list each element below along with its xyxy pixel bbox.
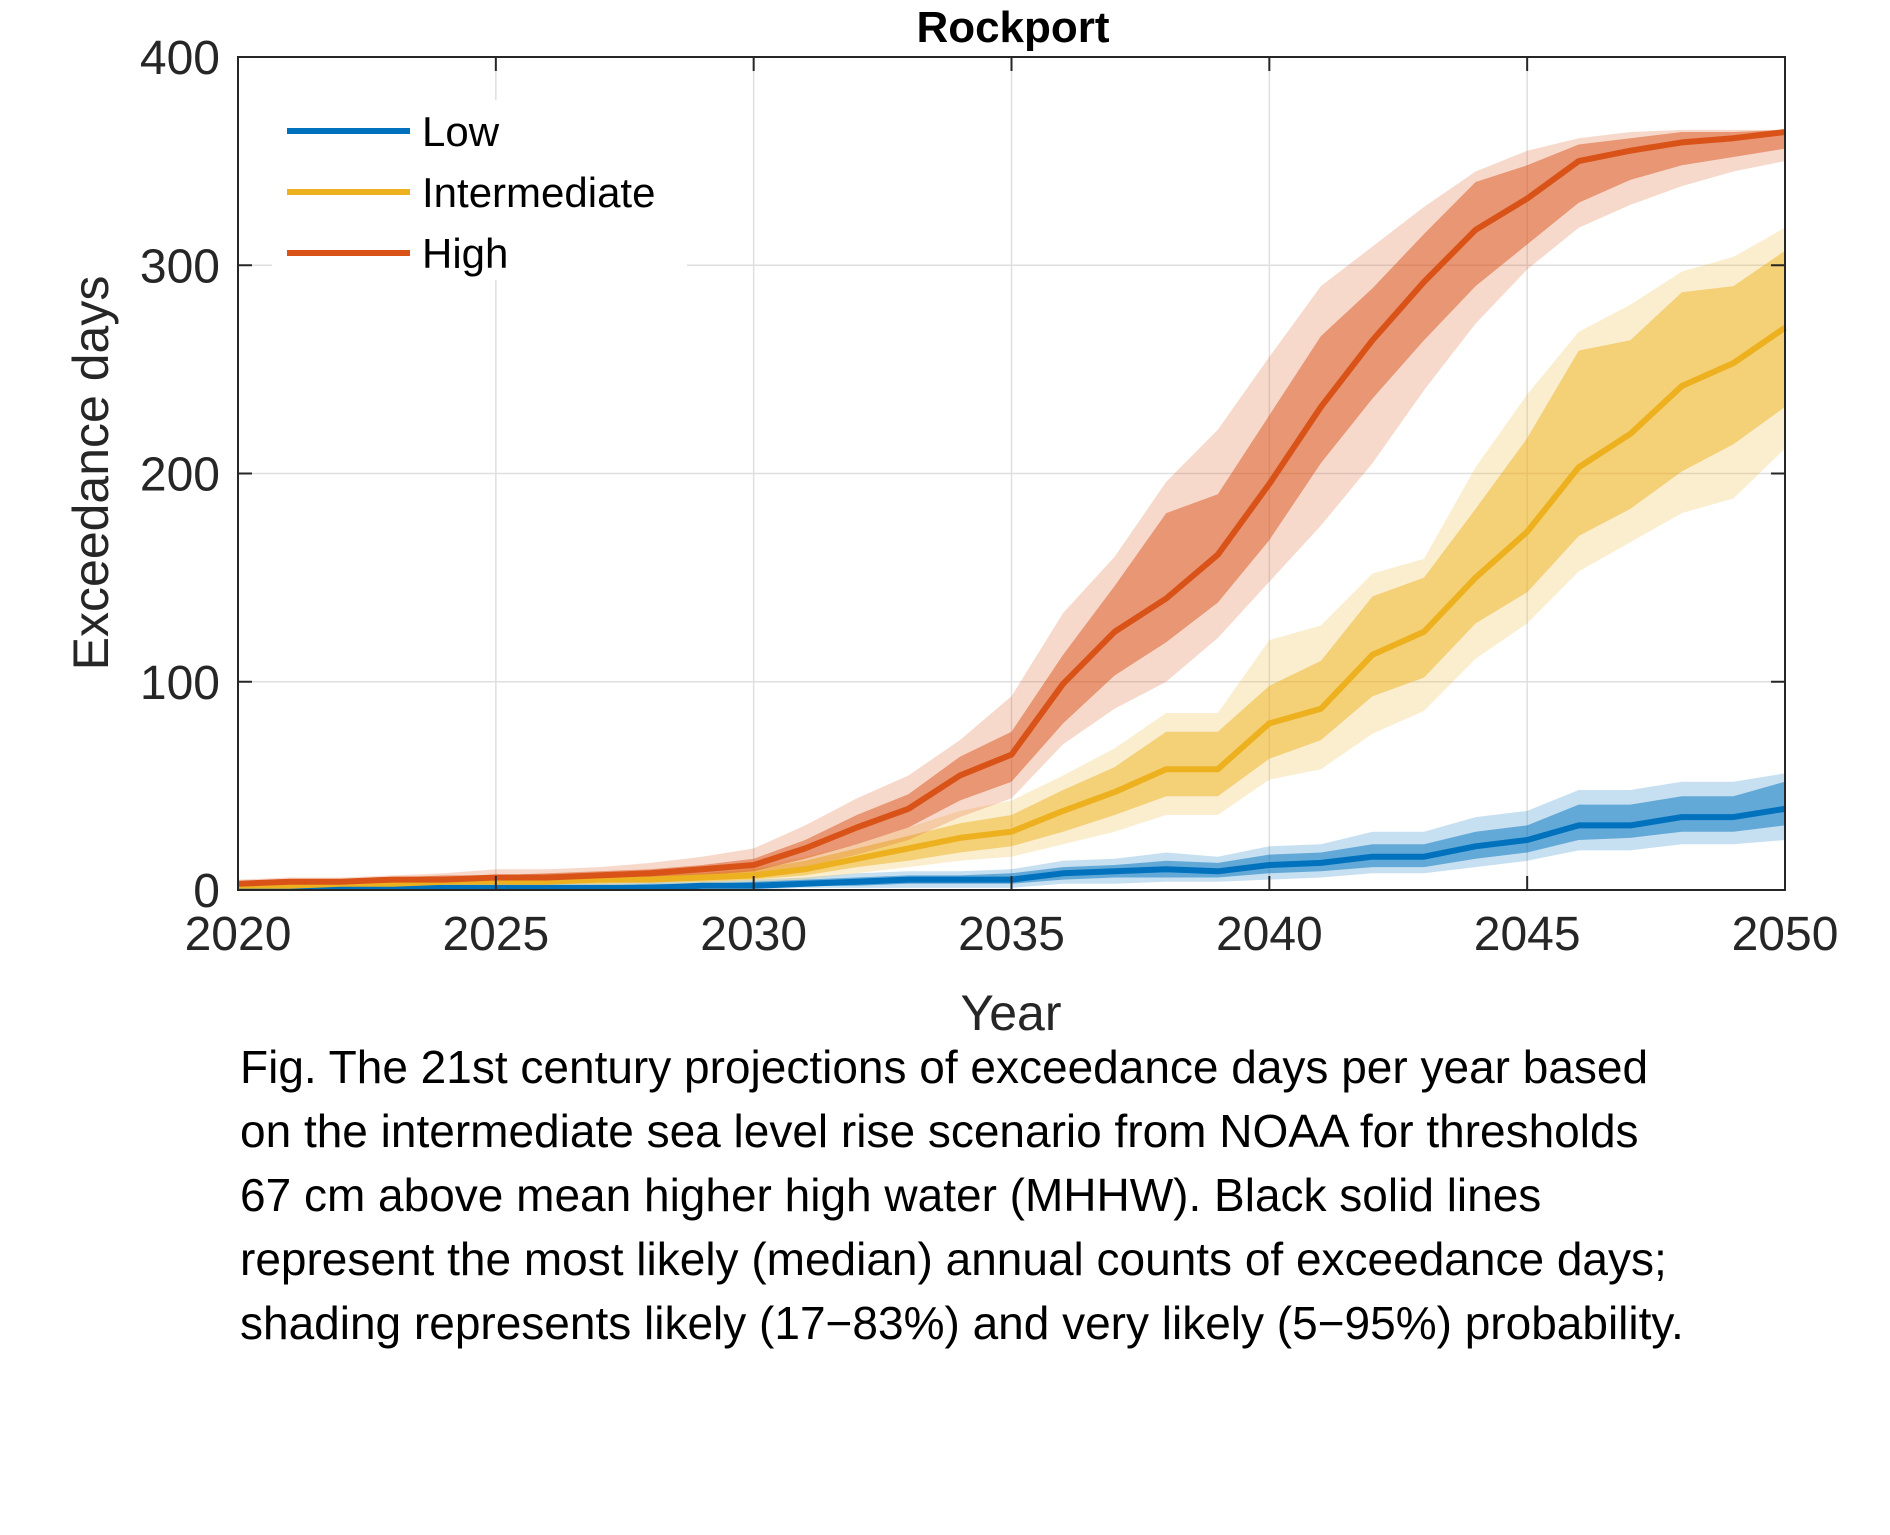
x-tick-label-2025: 2025 bbox=[442, 908, 549, 961]
low-likely-band bbox=[238, 781, 1785, 890]
chart-title: Rockport bbox=[916, 3, 1109, 52]
legend: Low Intermediate High bbox=[272, 100, 687, 280]
exceedance-days-chart: Rockport 2020 2025 2030 2035 2040 2045 2050 0 10… bbox=[63, 3, 1838, 1041]
y-tick-label-300: 300 bbox=[140, 240, 220, 293]
x-tick-label-2050: 2050 bbox=[1732, 908, 1839, 961]
x-tick-label-2035: 2035 bbox=[958, 908, 1065, 961]
y-axis-title: Exceedance days bbox=[63, 276, 119, 671]
x-tick-label-2020: 2020 bbox=[185, 908, 292, 961]
figure-caption: Fig. The 21st century projections of exc… bbox=[240, 1035, 1840, 1355]
legend-label-intermediate: Intermediate bbox=[422, 169, 655, 216]
axis-ticks: 2020 2025 2030 2035 2040 2045 2050 0 100 200 300 40… bbox=[140, 32, 1838, 961]
y-tick-label-400: 400 bbox=[140, 32, 220, 85]
x-tick-label-2030: 2030 bbox=[700, 908, 807, 961]
figure: Rockport 2020 2025 2030 2035 2040 2045 2050 0 10… bbox=[63, 3, 1838, 1041]
caption-line-3: 67 cm above mean higher high water (MHHW… bbox=[240, 1169, 1542, 1221]
y-tick-label-200: 200 bbox=[140, 449, 220, 502]
caption-line-1: Fig. The 21st century projections of exc… bbox=[240, 1041, 1649, 1093]
probability-bands bbox=[238, 129, 1785, 890]
x-axis-title: Year bbox=[960, 985, 1061, 1041]
caption-line-4: represent the most likely (median) annua… bbox=[240, 1233, 1667, 1285]
y-tick-label-0: 0 bbox=[193, 865, 220, 918]
caption-line-5: shading represents likely (17−83%) and v… bbox=[240, 1297, 1684, 1349]
y-tick-label-100: 100 bbox=[140, 657, 220, 710]
intermediate-likely-band bbox=[238, 250, 1785, 888]
caption-line-2: on the intermediate sea level rise scena… bbox=[240, 1105, 1639, 1157]
x-tick-label-2040: 2040 bbox=[1216, 908, 1323, 961]
x-tick-label-2045: 2045 bbox=[1474, 908, 1581, 961]
high-likely-band bbox=[238, 129, 1785, 886]
legend-label-low: Low bbox=[422, 108, 500, 155]
legend-label-high: High bbox=[422, 230, 508, 277]
